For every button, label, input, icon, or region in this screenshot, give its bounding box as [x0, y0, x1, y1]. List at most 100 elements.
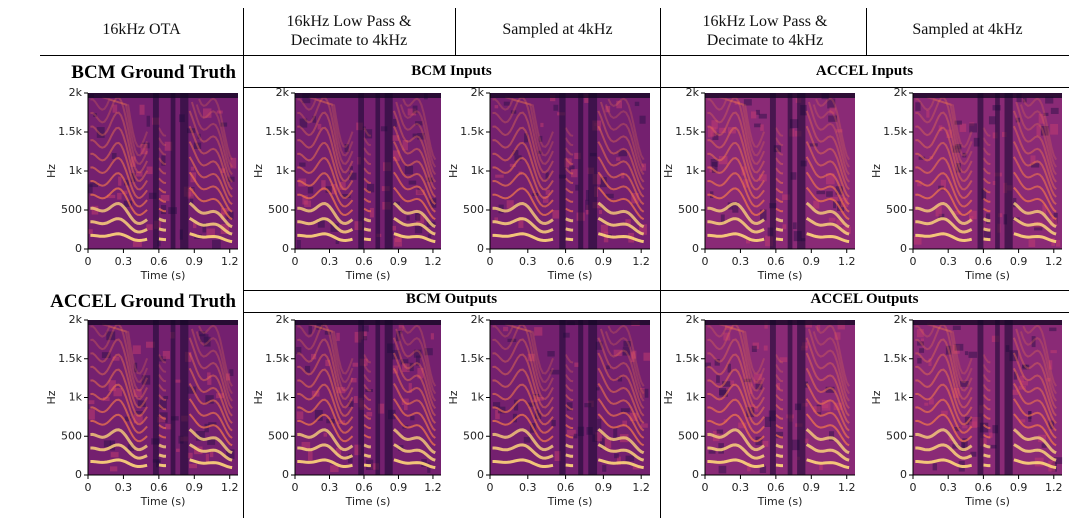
- spectrogram-noise: [415, 189, 425, 196]
- y-tick-label: 500: [61, 429, 82, 442]
- x-tick-label: 0.9: [390, 255, 408, 268]
- spectrogram-noise: [567, 429, 576, 436]
- spectrogram-harmonic: [392, 110, 437, 183]
- spectrogram-noise: [952, 210, 962, 215]
- spectrogram-noise: [917, 181, 922, 187]
- spectrogram-noise: [945, 345, 952, 355]
- spectrogram-harmonic: [707, 111, 765, 174]
- spectrogram-harmonic: [90, 428, 148, 452]
- x-tick-label: 0.9: [803, 255, 821, 268]
- spectrogram-harmonic: [597, 201, 645, 229]
- spectrogram-harmonic: [812, 104, 850, 168]
- spectrogram-noise: [729, 380, 735, 386]
- spectrogram-noise: [407, 108, 417, 116]
- spectrogram-harmonic: [1013, 216, 1057, 236]
- y-tick-label: 2k: [894, 86, 908, 99]
- group-rule: [243, 312, 1069, 313]
- y-tick-label: 0: [477, 242, 484, 255]
- spectrogram-noise: [836, 219, 844, 226]
- y-tick-label: 500: [268, 429, 289, 442]
- spectrogram-noise: [513, 399, 519, 411]
- spectrogram-noise: [816, 190, 826, 195]
- spectrogram-harmonic: [565, 197, 574, 203]
- spectrogram-noise: [917, 358, 922, 364]
- spectrogram-noise: [575, 184, 579, 191]
- spectrogram-harmonic: [805, 367, 850, 424]
- spectrogram-harmonic: [297, 98, 354, 157]
- spectrogram-noise: [1036, 125, 1041, 136]
- spectrogram-noise: [88, 184, 93, 194]
- x-tick-label: 1.2: [1045, 481, 1063, 494]
- spectrogram-harmonic: [707, 443, 765, 460]
- spectrogram-noise: [317, 123, 322, 130]
- spectrogram-harmonic: [188, 186, 233, 221]
- spectrogram-noise: [317, 218, 325, 228]
- spectrogram-harmonic: [565, 207, 574, 213]
- spectrogram-harmonic: [915, 338, 973, 400]
- spectrogram-image: [88, 320, 238, 475]
- spectrogram-noise: [324, 330, 331, 335]
- spectrogram-noise: [711, 161, 718, 173]
- spectrogram-harmonic: [308, 323, 354, 375]
- spectrogram-noise: [102, 397, 110, 402]
- spectrogram-harmonic: [297, 172, 354, 208]
- spectrogram-noise: [106, 194, 116, 199]
- spectrogram-noise: [187, 128, 196, 134]
- spectrogram-noise: [584, 93, 590, 103]
- spectrogram-gap: [797, 93, 806, 249]
- y-tick-label: 500: [463, 429, 484, 442]
- spectrogram-noise: [606, 365, 610, 370]
- spectrogram-noise: [828, 217, 836, 222]
- spectrogram-noise: [410, 416, 415, 421]
- spectrogram-harmonic: [90, 383, 148, 426]
- spectrogram-noise: [765, 235, 773, 247]
- y-tick-label: 2k: [276, 313, 290, 326]
- spectrogram-noise: [809, 143, 818, 147]
- spectrogram-noise: [392, 118, 397, 127]
- spectrogram-noise: [825, 173, 835, 185]
- spectrogram-noise: [512, 150, 519, 156]
- spectrogram-harmonic: [597, 352, 645, 417]
- spectrogram-noise: [643, 352, 650, 361]
- y-tick-label: 1k: [276, 391, 290, 404]
- spectrogram-noise: [299, 162, 306, 167]
- spectrogram-noise: [127, 444, 135, 451]
- spectrogram-noise: [960, 441, 966, 452]
- spectrogram-noise: [124, 416, 131, 422]
- spectrogram-noise: [301, 441, 311, 450]
- spectrogram-harmonic: [492, 126, 554, 182]
- spectrogram-noise: [348, 401, 354, 407]
- spectrogram-noise: [398, 323, 404, 331]
- spectrogram-noise: [187, 452, 193, 459]
- spectrogram-harmonic: [158, 227, 167, 232]
- spectrogram-noise: [296, 240, 301, 249]
- spectrogram-top: [913, 93, 1062, 98]
- spectrogram-noise: [427, 234, 432, 238]
- spectrogram-noise: [507, 338, 517, 343]
- spectrogram-noise: [494, 105, 499, 109]
- spectrogram-noise: [538, 135, 543, 142]
- spectrogram-noise: [403, 404, 408, 411]
- spectrogram-gap: [977, 93, 984, 249]
- spectrogram-harmonic: [1012, 337, 1057, 409]
- spectrogram-harmonic: [158, 433, 167, 439]
- spectrogram-noise: [299, 118, 308, 128]
- group-rule: [243, 290, 1069, 291]
- spectrogram-gap: [384, 93, 393, 249]
- spectrogram-noise: [834, 332, 841, 340]
- spectrogram-harmonic: [915, 98, 973, 157]
- spectrogram-noise: [414, 225, 423, 234]
- spectrogram-noise: [220, 122, 228, 127]
- spectrogram-harmonic: [597, 186, 645, 221]
- spectrogram-noise: [917, 341, 924, 346]
- spectrogram-harmonic: [982, 157, 991, 166]
- spectrogram-noise: [207, 376, 212, 385]
- spectrogram-noise: [941, 410, 948, 416]
- x-tick-label: 0.6: [767, 255, 785, 268]
- spectrogram-noise: [754, 407, 759, 412]
- spectrogram-noise: [146, 166, 153, 175]
- spectrogram-harmonic: [775, 424, 784, 430]
- spectrogram-harmonic: [90, 232, 148, 243]
- x-axis-label: Time (s): [345, 495, 391, 508]
- x-tick-label: 0.6: [355, 481, 373, 494]
